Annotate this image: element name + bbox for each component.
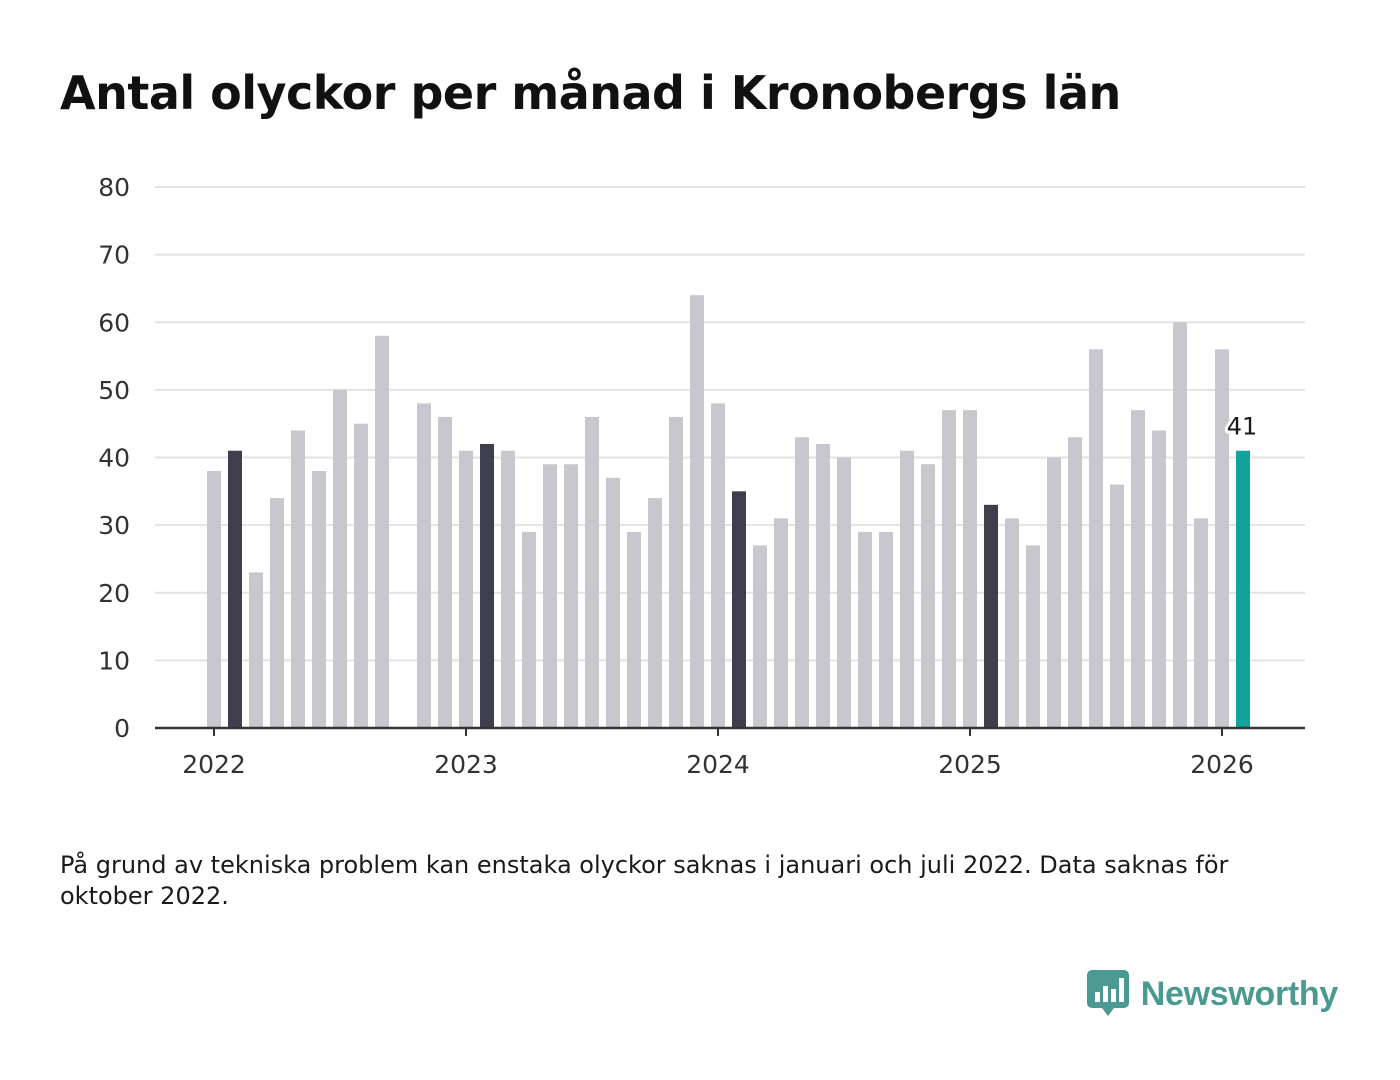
bar-2022-02 (228, 450, 242, 728)
bar-2026-01 (1215, 349, 1229, 728)
bar-2022-05 (291, 430, 305, 728)
bar-2022-03 (249, 572, 263, 728)
bar-2025-06 (1068, 437, 1082, 728)
bar-2024-08 (858, 531, 872, 728)
bar-2023-06 (564, 464, 578, 728)
bar-2022-08 (354, 423, 368, 728)
y-tick-label: 50 (98, 376, 130, 405)
bar-2025-07 (1089, 349, 1103, 728)
bar-2025-05 (1047, 457, 1061, 728)
bar-2025-03 (1005, 518, 1019, 728)
y-tick-label: 70 (98, 241, 130, 270)
bar-2025-09 (1131, 410, 1145, 728)
y-tick-label: 60 (98, 308, 130, 337)
bar-2025-10 (1152, 430, 1166, 728)
y-tick-label: 40 (98, 444, 130, 473)
y-tick-label: 0 (114, 714, 130, 743)
bar-2025-11 (1173, 322, 1187, 728)
bar-2023-12 (690, 295, 704, 728)
bar-2022-01 (207, 471, 221, 728)
bar-2023-01 (459, 450, 473, 728)
footnote: På grund av tekniska problem kan enstaka… (60, 851, 1229, 910)
bar-2023-10 (648, 498, 662, 728)
bar-2025-01 (963, 410, 977, 728)
bar-2024-06 (816, 443, 830, 728)
chart-title: Antal olyckor per månad i Kronobergs län (60, 66, 1121, 120)
bar-2024-02 (732, 491, 746, 728)
bar-2025-08 (1110, 484, 1124, 728)
bar-2023-05 (543, 464, 557, 728)
x-tick-label: 2025 (938, 750, 1002, 779)
x-tick-label: 2026 (1190, 750, 1254, 779)
x-axis-ticks: 2022 2023 2024 2025 2026 (182, 728, 1254, 779)
y-axis-ticks: 0 10 20 30 40 50 60 70 80 (98, 173, 130, 743)
brand-logo: Newsworthy (1086, 970, 1339, 1018)
latest-value-label: 41 (1227, 413, 1258, 441)
bar-2024-01 (711, 403, 725, 728)
data-labels: 41 (1224, 410, 1261, 444)
x-tick-label: 2024 (686, 750, 750, 779)
bar-2024-10 (900, 450, 914, 728)
bar-2024-07 (837, 457, 851, 728)
brand-name: Newsworthy (1140, 974, 1339, 1013)
bar-2023-03 (501, 450, 515, 728)
x-tick-label: 2022 (182, 750, 246, 779)
bar-2023-09 (627, 531, 641, 728)
bar-2022-04 (270, 498, 284, 728)
bar-2022-06 (312, 471, 326, 728)
bar-2025-04 (1026, 545, 1040, 728)
bar-2022-12 (438, 416, 452, 728)
bar-2024-05 (795, 437, 809, 728)
y-tick-label: 10 (98, 646, 130, 675)
bar-2024-11 (921, 464, 935, 728)
bar-2023-02 (480, 443, 494, 728)
newsworthy-logo-icon (1086, 970, 1129, 1016)
bar-2024-12 (942, 410, 956, 728)
y-tick-label: 20 (98, 579, 130, 608)
bars (207, 295, 1250, 728)
bar-2022-07 (333, 389, 347, 728)
bar-2023-07 (585, 416, 599, 728)
bar-2022-09 (375, 335, 389, 728)
bar-2024-04 (774, 518, 788, 728)
bar-2025-12 (1194, 518, 1208, 728)
bar-2024-03 (753, 545, 767, 728)
bar-2024-09 (879, 531, 893, 728)
y-tick-label: 30 (98, 511, 130, 540)
y-tick-label: 80 (98, 173, 130, 202)
bar-2023-04 (522, 531, 536, 728)
bar-2025-02 (984, 504, 998, 728)
bar-2023-08 (606, 477, 620, 728)
bar-2026-02 (1236, 450, 1250, 728)
bar-2023-11 (669, 416, 683, 728)
bar-2022-11 (417, 403, 431, 728)
x-tick-label: 2023 (434, 750, 498, 779)
